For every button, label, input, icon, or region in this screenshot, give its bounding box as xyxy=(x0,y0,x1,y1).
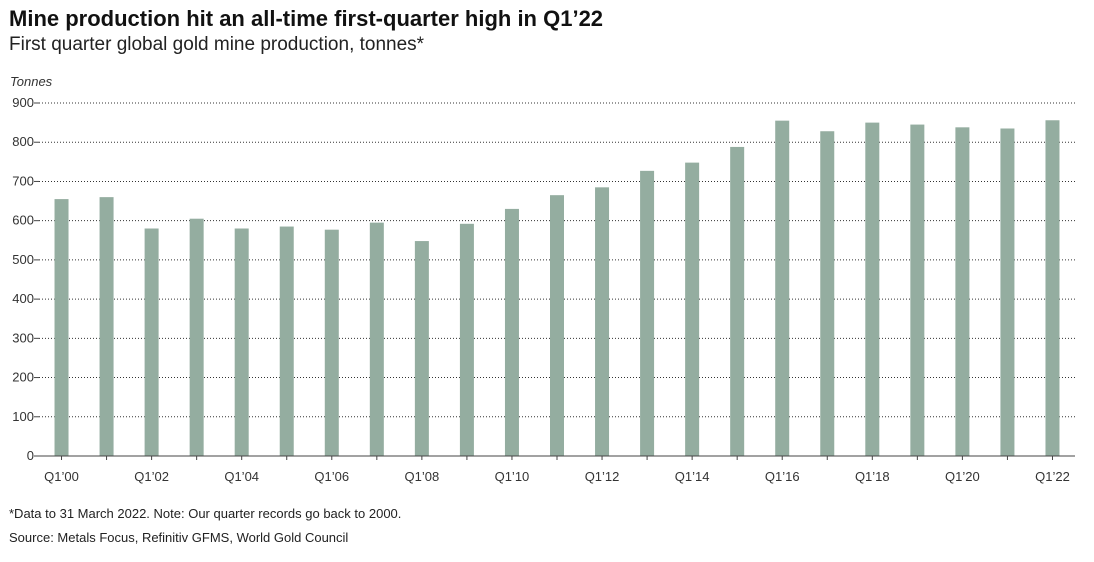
x-tick-label: Q1’18 xyxy=(855,469,890,484)
bar-Q1’08 xyxy=(414,241,429,456)
chart-subtitle: First quarter global gold mine productio… xyxy=(9,34,425,55)
y-tick-label: 200 xyxy=(12,370,34,385)
source-note: Source: Metals Focus, Refinitiv GFMS, Wo… xyxy=(9,530,349,545)
bar-Q1’07 xyxy=(369,222,384,456)
bar-chart: Tonnes 0 100 200 300 400 500 600 700 800 900 Q1’0… xyxy=(10,74,1075,484)
y-axis-ticks: 0 100 200 300 400 500 600 700 800 900 xyxy=(12,95,39,463)
bar-Q1’20 xyxy=(955,127,970,456)
bar-Q1’09 xyxy=(459,223,474,456)
x-tick-label: Q1’06 xyxy=(314,469,349,484)
footnote: *Data to 31 March 2022. Note: Our quarte… xyxy=(9,506,402,521)
bar-Q1’11 xyxy=(550,195,564,456)
x-axis-ticks: Q1’00 Q1’02 Q1’04 Q1’06 Q1’08 Q1’10 Q1’12 Q1’14… xyxy=(44,456,1070,484)
bar-Q1’05 xyxy=(279,226,294,456)
bar-Q1’12 xyxy=(595,187,610,457)
y-tick-label: 500 xyxy=(12,252,34,267)
y-tick-label: 400 xyxy=(12,291,34,306)
y-tick-label: 300 xyxy=(12,330,34,345)
y-axis-label: Tonnes xyxy=(10,74,53,89)
bar-Q1’13 xyxy=(640,170,655,457)
x-tick-label: Q1’20 xyxy=(945,469,980,484)
y-tick-label: 800 xyxy=(12,134,34,149)
bar-Q1’15 xyxy=(730,146,745,456)
x-tick-label: Q1’02 xyxy=(134,469,169,484)
x-tick-label: Q1’22 xyxy=(1035,469,1070,484)
bar-Q1’14 xyxy=(685,162,700,456)
y-tick-label: 900 xyxy=(12,95,34,110)
bar-Q1’03 xyxy=(189,218,204,456)
bar-Q1’10 xyxy=(504,208,519,456)
x-tick-label: Q1’00 xyxy=(44,469,79,484)
x-tick-label: Q1’08 xyxy=(405,469,440,484)
x-tick-label: Q1’04 xyxy=(224,469,259,484)
bar-Q1’06 xyxy=(324,229,339,456)
x-tick-label: Q1’12 xyxy=(585,469,620,484)
y-tick-label: 0 xyxy=(27,448,34,463)
bars xyxy=(54,120,1060,457)
chart-title: Mine production hit an all-time first-qu… xyxy=(9,6,604,31)
x-tick-label: Q1’10 xyxy=(495,469,530,484)
x-tick-label: Q1’16 xyxy=(765,469,800,484)
bar-Q1’17 xyxy=(820,131,835,457)
y-tick-label: 100 xyxy=(12,409,34,424)
bar-Q1’18 xyxy=(865,122,880,456)
bar-Q1’16 xyxy=(775,120,790,457)
bar-Q1’01 xyxy=(99,197,114,456)
bar-Q1’19 xyxy=(910,124,925,457)
bar-Q1’21 xyxy=(1000,128,1015,456)
bar-Q1’04 xyxy=(234,228,249,456)
bar-Q1’00 xyxy=(54,199,69,456)
y-tick-label: 600 xyxy=(12,213,34,228)
bar-Q1’02 xyxy=(144,228,159,456)
y-tick-label: 700 xyxy=(12,173,34,188)
x-tick-label: Q1’14 xyxy=(675,469,710,484)
bar-Q1’22 xyxy=(1045,120,1060,456)
